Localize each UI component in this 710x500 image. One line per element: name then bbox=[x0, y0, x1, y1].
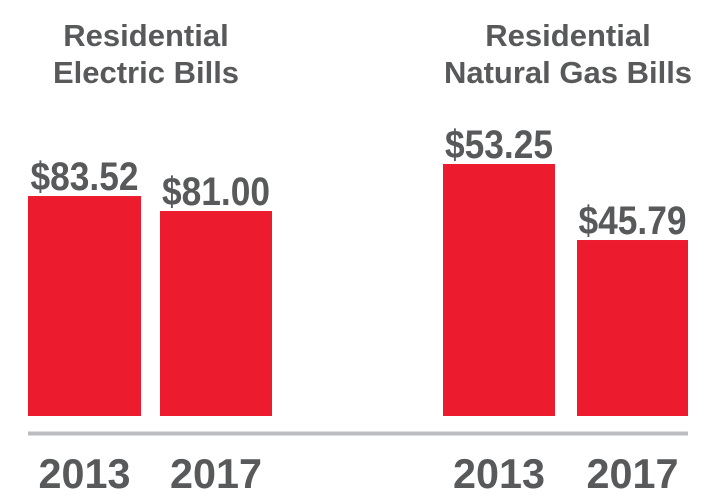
x-tick-label: 2017 bbox=[170, 450, 262, 497]
value-label: $53.25 bbox=[445, 123, 553, 167]
value-label: $45.79 bbox=[579, 199, 687, 243]
x-tick-label: 2013 bbox=[39, 450, 131, 497]
value-label: $83.52 bbox=[31, 155, 139, 199]
panel-title-line: Residential bbox=[63, 18, 228, 53]
bar bbox=[577, 240, 688, 416]
value-label: $81.00 bbox=[162, 170, 270, 214]
x-tick-label: 2017 bbox=[587, 450, 679, 497]
x-tick-label: 2013 bbox=[453, 450, 545, 497]
panel-title-line: Residential bbox=[485, 18, 650, 53]
bar bbox=[443, 164, 555, 416]
panel-title-line: Natural Gas Bills bbox=[444, 55, 692, 90]
bar bbox=[28, 196, 141, 416]
panel-title-line: Electric Bills bbox=[53, 55, 239, 90]
bar bbox=[160, 211, 272, 416]
